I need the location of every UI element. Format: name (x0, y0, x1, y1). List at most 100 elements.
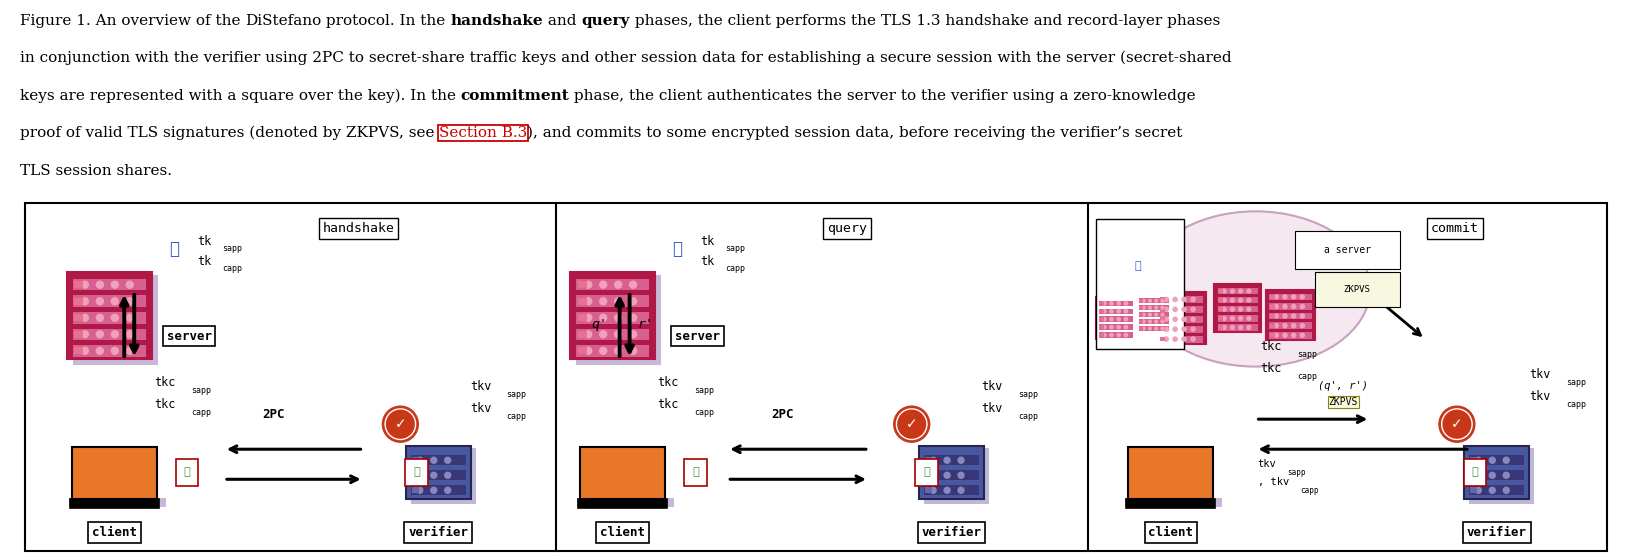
FancyBboxPatch shape (1139, 319, 1170, 324)
FancyBboxPatch shape (577, 279, 649, 291)
FancyBboxPatch shape (1139, 298, 1170, 303)
FancyBboxPatch shape (412, 487, 418, 493)
FancyBboxPatch shape (1139, 305, 1170, 310)
FancyBboxPatch shape (578, 297, 587, 305)
Circle shape (1124, 318, 1127, 321)
FancyBboxPatch shape (1217, 306, 1258, 312)
FancyBboxPatch shape (1160, 317, 1165, 321)
Circle shape (444, 487, 451, 493)
Circle shape (1124, 333, 1127, 337)
FancyBboxPatch shape (577, 296, 649, 307)
Text: 2PC: 2PC (263, 408, 284, 421)
FancyBboxPatch shape (1160, 297, 1165, 302)
FancyBboxPatch shape (1219, 289, 1224, 293)
Circle shape (944, 472, 949, 478)
FancyBboxPatch shape (578, 347, 587, 354)
FancyBboxPatch shape (925, 487, 931, 493)
Circle shape (444, 472, 451, 478)
FancyBboxPatch shape (920, 446, 984, 500)
FancyBboxPatch shape (1100, 333, 1103, 337)
Circle shape (126, 347, 134, 354)
Text: tkc: tkc (1260, 362, 1283, 375)
Circle shape (1181, 297, 1186, 301)
Circle shape (96, 298, 103, 305)
FancyBboxPatch shape (1217, 297, 1258, 304)
Circle shape (1301, 324, 1304, 328)
FancyBboxPatch shape (1471, 472, 1477, 478)
FancyBboxPatch shape (577, 329, 649, 340)
Text: 2PC: 2PC (771, 408, 794, 421)
Circle shape (1222, 316, 1226, 320)
Circle shape (1291, 295, 1296, 299)
Circle shape (82, 298, 88, 305)
Text: (q', r'): (q', r') (1319, 381, 1368, 391)
Circle shape (1230, 298, 1234, 302)
FancyBboxPatch shape (1270, 333, 1276, 337)
Circle shape (1503, 472, 1510, 478)
Text: client: client (1149, 526, 1193, 539)
Circle shape (1109, 310, 1113, 313)
Text: capp: capp (1297, 372, 1317, 381)
Circle shape (1247, 298, 1250, 302)
FancyBboxPatch shape (1270, 324, 1276, 328)
Circle shape (1275, 333, 1278, 337)
Circle shape (1476, 487, 1482, 493)
FancyBboxPatch shape (925, 455, 979, 465)
Text: capp: capp (1567, 400, 1587, 409)
FancyBboxPatch shape (74, 276, 157, 365)
Circle shape (111, 298, 118, 305)
Circle shape (1489, 472, 1495, 478)
Text: ✓: ✓ (1451, 417, 1462, 431)
FancyBboxPatch shape (1270, 304, 1276, 309)
Circle shape (111, 347, 118, 354)
FancyBboxPatch shape (1217, 288, 1258, 295)
Text: a server: a server (1324, 245, 1371, 255)
Circle shape (1124, 325, 1127, 329)
Circle shape (1283, 314, 1288, 318)
FancyBboxPatch shape (1471, 457, 1477, 464)
FancyBboxPatch shape (1270, 293, 1312, 300)
Text: r': r' (637, 318, 654, 330)
Text: capp: capp (222, 264, 242, 273)
Text: 🔑: 🔑 (413, 467, 420, 477)
Circle shape (1291, 314, 1296, 318)
Circle shape (1155, 299, 1157, 302)
FancyBboxPatch shape (1270, 332, 1312, 339)
Text: in conjunction with the verifier using 2PC to secret-share traffic keys and othe: in conjunction with the verifier using 2… (20, 51, 1232, 66)
Text: ZKPVS: ZKPVS (1343, 285, 1371, 294)
Circle shape (1155, 306, 1157, 309)
FancyBboxPatch shape (1464, 459, 1485, 486)
FancyBboxPatch shape (74, 279, 145, 291)
FancyBboxPatch shape (1098, 301, 1134, 306)
FancyBboxPatch shape (74, 345, 145, 357)
Circle shape (1109, 325, 1113, 329)
Circle shape (1103, 333, 1106, 337)
Text: tkv: tkv (471, 380, 492, 393)
Circle shape (1103, 325, 1106, 329)
Text: verifier: verifier (922, 526, 982, 539)
Text: tkc: tkc (154, 398, 175, 410)
Text: tk: tk (198, 235, 211, 249)
Text: 🔑: 🔑 (183, 467, 191, 477)
Text: 🔑: 🔑 (168, 240, 180, 258)
Circle shape (1162, 299, 1163, 302)
FancyBboxPatch shape (1139, 320, 1144, 323)
Circle shape (585, 331, 592, 338)
Circle shape (1222, 307, 1226, 311)
Text: capp: capp (694, 408, 714, 417)
Text: handshake: handshake (451, 13, 542, 27)
Text: tkv: tkv (1529, 367, 1551, 381)
Circle shape (1222, 325, 1226, 329)
FancyBboxPatch shape (577, 276, 662, 365)
FancyBboxPatch shape (1219, 325, 1224, 329)
FancyBboxPatch shape (1139, 326, 1170, 331)
Circle shape (1173, 317, 1176, 321)
FancyBboxPatch shape (67, 272, 152, 359)
Circle shape (1239, 298, 1242, 302)
FancyBboxPatch shape (1098, 332, 1134, 338)
Circle shape (1163, 307, 1168, 311)
Circle shape (600, 281, 606, 288)
Text: verifier: verifier (408, 526, 469, 539)
Text: tkv: tkv (471, 402, 492, 414)
Circle shape (930, 472, 936, 478)
